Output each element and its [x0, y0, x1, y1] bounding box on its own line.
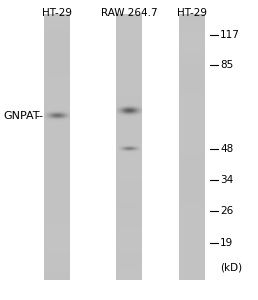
Text: GNPAT: GNPAT — [3, 111, 40, 121]
Text: 117: 117 — [220, 30, 240, 40]
Text: 48: 48 — [220, 143, 233, 154]
Bar — [179, 14, 205, 280]
Text: 26: 26 — [220, 206, 233, 216]
Text: HT-29: HT-29 — [177, 8, 207, 18]
Text: 34: 34 — [220, 175, 233, 185]
Text: 19: 19 — [220, 238, 233, 248]
Text: (kD): (kD) — [220, 263, 242, 273]
Bar — [44, 14, 70, 280]
Text: 85: 85 — [220, 60, 233, 70]
Bar — [116, 14, 142, 280]
Text: --: -- — [35, 111, 43, 121]
Text: RAW 264.7: RAW 264.7 — [101, 8, 157, 18]
Text: HT-29: HT-29 — [42, 8, 72, 18]
